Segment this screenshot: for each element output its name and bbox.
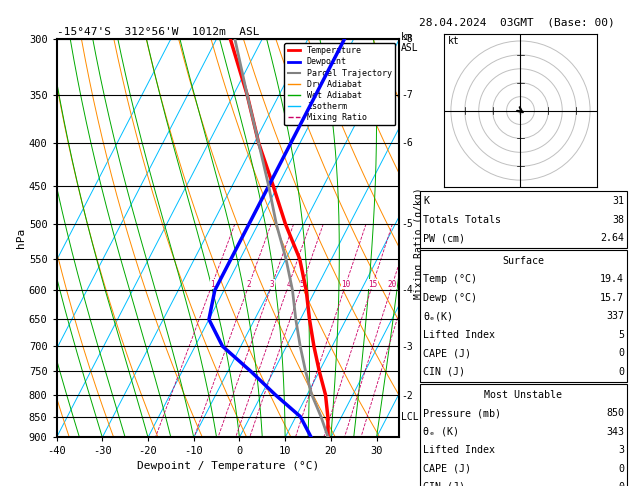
Text: CIN (J): CIN (J) xyxy=(423,367,465,377)
Text: 15: 15 xyxy=(368,280,377,289)
Text: 3: 3 xyxy=(270,280,274,289)
Text: -5: -5 xyxy=(401,219,413,229)
Text: -4: -4 xyxy=(401,285,413,295)
Text: 38: 38 xyxy=(612,215,624,225)
Legend: Temperature, Dewpoint, Parcel Trajectory, Dry Adiabat, Wet Adiabat, Isotherm, Mi: Temperature, Dewpoint, Parcel Trajectory… xyxy=(284,43,395,125)
Text: 0: 0 xyxy=(618,482,624,486)
Text: 3: 3 xyxy=(618,445,624,455)
Text: 337: 337 xyxy=(606,312,624,321)
Text: Lifted Index: Lifted Index xyxy=(423,445,495,455)
Text: 5: 5 xyxy=(618,330,624,340)
Text: Totals Totals: Totals Totals xyxy=(423,215,501,225)
Text: -7: -7 xyxy=(401,90,413,100)
Text: CAPE (J): CAPE (J) xyxy=(423,348,471,358)
Text: 0: 0 xyxy=(618,348,624,358)
Text: -2: -2 xyxy=(401,391,413,400)
Text: 20: 20 xyxy=(388,280,397,289)
Text: 1: 1 xyxy=(210,280,214,289)
Text: kt: kt xyxy=(448,36,460,46)
Text: 2.64: 2.64 xyxy=(600,233,624,243)
Text: CAPE (J): CAPE (J) xyxy=(423,464,471,473)
Text: CIN (J): CIN (J) xyxy=(423,482,465,486)
Text: 10: 10 xyxy=(341,280,350,289)
Text: 850: 850 xyxy=(606,408,624,418)
Text: Dewp (°C): Dewp (°C) xyxy=(423,293,477,303)
Text: θₑ (K): θₑ (K) xyxy=(423,427,459,436)
Text: 31: 31 xyxy=(612,196,624,206)
Text: -15°47'S  312°56'W  1012m  ASL: -15°47'S 312°56'W 1012m ASL xyxy=(57,27,259,37)
Text: PW (cm): PW (cm) xyxy=(423,233,465,243)
Text: 5: 5 xyxy=(300,280,304,289)
Text: 4: 4 xyxy=(287,280,291,289)
Text: 0: 0 xyxy=(618,367,624,377)
Text: -8: -8 xyxy=(401,34,413,44)
Text: -3: -3 xyxy=(401,342,413,352)
Text: K: K xyxy=(423,196,430,206)
Text: 28.04.2024  03GMT  (Base: 00): 28.04.2024 03GMT (Base: 00) xyxy=(419,17,615,27)
Text: Most Unstable: Most Unstable xyxy=(484,390,562,399)
Text: km
ASL: km ASL xyxy=(401,32,419,53)
Text: 0: 0 xyxy=(618,464,624,473)
Text: LCL: LCL xyxy=(401,412,419,422)
Text: 2: 2 xyxy=(247,280,252,289)
Text: Mixing Ratio (g/kg): Mixing Ratio (g/kg) xyxy=(414,187,424,299)
Text: Lifted Index: Lifted Index xyxy=(423,330,495,340)
Text: 19.4: 19.4 xyxy=(600,275,624,284)
Text: Surface: Surface xyxy=(503,256,544,266)
Text: -6: -6 xyxy=(401,138,413,148)
Text: Pressure (mb): Pressure (mb) xyxy=(423,408,501,418)
Y-axis label: hPa: hPa xyxy=(16,228,26,248)
X-axis label: Dewpoint / Temperature (°C): Dewpoint / Temperature (°C) xyxy=(137,461,319,470)
Text: Temp (°C): Temp (°C) xyxy=(423,275,477,284)
Text: 15.7: 15.7 xyxy=(600,293,624,303)
Text: 343: 343 xyxy=(606,427,624,436)
Text: © weatheronline.co.uk: © weatheronline.co.uk xyxy=(467,471,580,480)
Text: θₑ(K): θₑ(K) xyxy=(423,312,454,321)
